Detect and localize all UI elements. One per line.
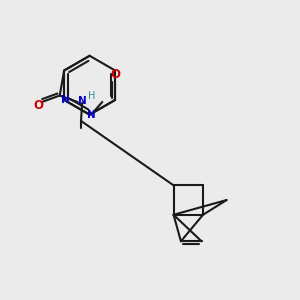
Text: N: N: [87, 110, 95, 120]
Text: N: N: [78, 96, 87, 106]
Text: O: O: [110, 68, 120, 81]
Text: O: O: [33, 98, 43, 112]
Text: N: N: [61, 95, 70, 105]
Text: H: H: [88, 91, 95, 100]
